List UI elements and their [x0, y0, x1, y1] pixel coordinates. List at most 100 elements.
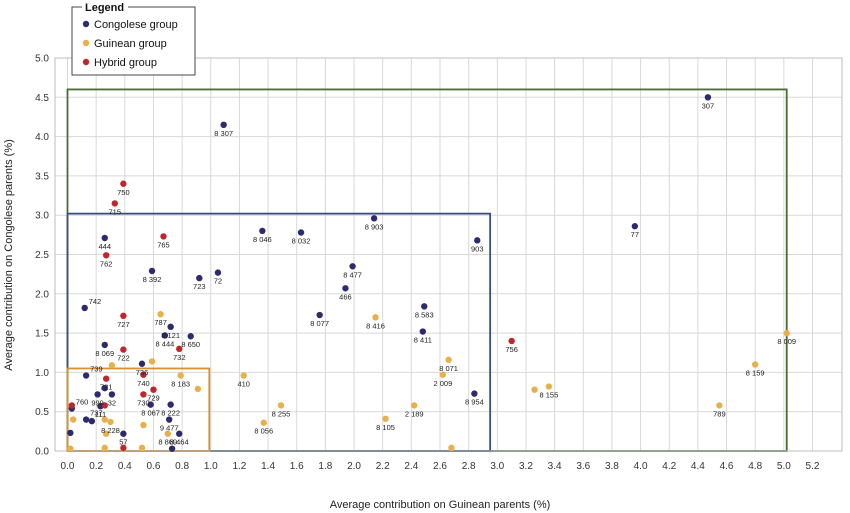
x-tick-label: 2.2	[376, 461, 390, 472]
legend-title-bg	[82, 1, 128, 13]
point-hybrid-group	[120, 346, 127, 353]
point-hybrid-group	[176, 345, 183, 353]
point-congolese-group	[108, 391, 116, 398]
point-congolese-group	[704, 94, 712, 101]
point-label: 721	[100, 383, 113, 392]
y-tick-label: 1.0	[35, 368, 49, 379]
x-tick-label: 1.2	[232, 461, 246, 472]
point-guinean-group	[101, 444, 108, 452]
legend-marker-guinean	[82, 39, 90, 47]
point-label: 729	[147, 394, 160, 403]
axes: 0.0 0.2 0.4 0.6 0.8 1.0 1.2 1.4 1.6 1.8 2.0 2.2 2.4 2…	[35, 54, 843, 472]
point-label: 8 392	[143, 275, 162, 284]
point-congolese-group	[167, 323, 174, 331]
point-congolese-group	[81, 304, 88, 312]
point-guinean-group	[101, 416, 108, 423]
data-points	[67, 94, 790, 452]
point-label: 736	[136, 368, 149, 377]
point-hybrid-group	[120, 180, 127, 187]
point-label: 8 583	[415, 310, 434, 319]
point-label: 8 307	[214, 129, 233, 138]
point-guinean-group	[164, 430, 171, 437]
point-label: 32	[108, 398, 116, 407]
x-tick-label: 3.4	[548, 461, 562, 472]
legend: Legend Congolese group Guinean group Hyb…	[71, 1, 196, 76]
point-label: 999	[91, 398, 104, 407]
point-label: 8 411	[414, 336, 432, 345]
point-label: 8 069	[95, 349, 114, 358]
point-guinean-group	[67, 445, 74, 452]
point-guinean-group	[107, 418, 114, 426]
point-label: 2 009	[433, 379, 452, 388]
legend-label-hybrid: Hybrid group	[94, 57, 157, 69]
point-label: 8 121	[161, 331, 180, 340]
point-label: 111	[95, 410, 106, 419]
point-congolese-group	[94, 391, 101, 398]
point-hybrid-group	[102, 375, 110, 382]
x-tick-label: 1.6	[290, 461, 304, 472]
point-labels: 307 8 307 8 903 77 8 046 8 032 903 444 8 477 8 39…	[76, 101, 796, 446]
point-label: 8 869	[158, 438, 177, 447]
x-axis-label: Average contribution on Guinean parents …	[330, 499, 551, 511]
point-congolese-group	[187, 333, 194, 340]
point-label: 8 464	[170, 438, 189, 447]
point-congolese-group	[316, 311, 323, 319]
point-guinean-group	[138, 444, 146, 452]
x-tick-label: 2.8	[462, 461, 476, 472]
x-tick-label: 4.8	[748, 461, 762, 472]
point-label: 8 067	[141, 409, 160, 418]
point-congolese-group	[349, 263, 356, 270]
point-hybrid-group	[160, 233, 167, 240]
point-congolese-group	[166, 416, 173, 423]
point-congolese-group	[176, 430, 183, 437]
point-congolese-group	[101, 234, 108, 242]
point-guinean-group	[140, 421, 147, 429]
point-guinean-group	[70, 416, 77, 423]
point-congolese-group	[370, 215, 378, 222]
point-label: 8 046	[253, 235, 272, 244]
point-guinean-group	[531, 386, 538, 393]
point-congolese-group	[67, 429, 74, 437]
x-tick-label: 4.0	[634, 461, 648, 472]
point-label: 77	[631, 230, 639, 239]
point-congolese-group	[220, 121, 227, 129]
point-hybrid-group	[111, 200, 118, 207]
point-hybrid-group	[102, 252, 110, 259]
point-congolese-group	[259, 227, 266, 235]
point-label: 903	[471, 244, 484, 253]
point-guinean-group	[177, 372, 184, 379]
x-tick-label: 2.4	[404, 461, 418, 472]
point-hybrid-group	[68, 402, 75, 409]
point-guinean-group	[445, 356, 452, 364]
point-label: 730	[137, 398, 150, 407]
x-tick-label: 5.2	[806, 461, 820, 472]
point-label: 722	[117, 354, 130, 363]
point-guinean-group	[157, 311, 164, 318]
point-congolese-group	[342, 285, 349, 292]
y-tick-label: 0.0	[35, 447, 49, 458]
point-guinean-group	[372, 314, 379, 321]
point-label: 750	[117, 188, 130, 197]
y-tick-label: 5.0	[35, 54, 49, 65]
y-tick-label: 2.0	[35, 289, 49, 300]
y-axis-label: Average contribution on Congolese parent…	[3, 139, 15, 371]
x-tick-label: 1.4	[261, 461, 275, 472]
point-label: 8 183	[171, 380, 190, 389]
point-congolese-group	[471, 390, 478, 397]
point-congolese-group	[82, 372, 90, 379]
x-tick-label: 1.8	[318, 461, 332, 472]
point-congolese-group	[147, 401, 154, 408]
point-guinean-group	[260, 419, 267, 426]
point-hybrid-group	[120, 312, 127, 320]
point-guinean-group	[194, 385, 202, 393]
point-hybrid-group	[120, 444, 127, 452]
point-guinean-group	[240, 372, 247, 379]
point-congolese-group	[120, 430, 127, 437]
point-label: 8 077	[310, 319, 329, 328]
point-label: 8 444	[156, 339, 175, 348]
point-congolese-group	[161, 332, 169, 339]
point-label: 739	[90, 365, 103, 374]
point-label: 715	[109, 207, 122, 216]
